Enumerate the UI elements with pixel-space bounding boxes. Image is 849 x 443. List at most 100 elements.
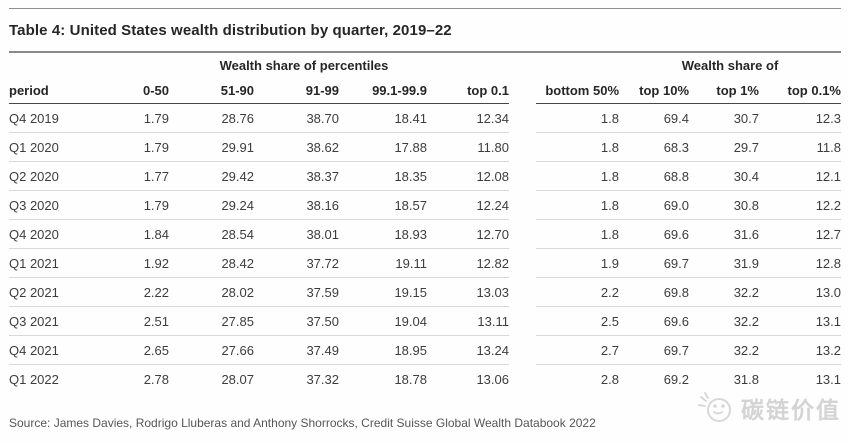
column-header-91-99: 91-99 (254, 77, 339, 104)
table-row: Q3 2020 1.79 29.24 38.16 18.57 12.24 1.8 69.0 30… (9, 190, 841, 220)
value-cell: 37.49 (254, 335, 339, 365)
value-cell: 1.79 (99, 132, 169, 162)
table-title: Table 4: United States wealth distributi… (9, 22, 452, 39)
column-gap (509, 220, 536, 249)
value-cell: 27.66 (169, 335, 254, 365)
value-cell: 11.8 (759, 132, 841, 162)
source-note: Source: James Davies, Rodrigo Lluberas a… (9, 416, 596, 430)
value-cell: 13.1 (815, 371, 841, 387)
value-cell: 28.02 (169, 277, 254, 307)
value-cell: 31.8 (733, 371, 759, 387)
value-cell: 12.1 (759, 161, 841, 191)
value-cell: 69.4 (619, 103, 689, 133)
value-cell: 2.78 (143, 371, 169, 387)
value-cell: 28.07 (221, 371, 254, 387)
value-cell: 38.16 (254, 190, 339, 220)
value-cell: 17.88 (339, 132, 427, 162)
value-cell: 69.7 (619, 335, 689, 365)
column-gap (509, 278, 536, 307)
value-cell: 68.8 (619, 161, 689, 191)
value-cell: 18.41 (339, 103, 427, 133)
column-header-51-90: 51-90 (169, 77, 254, 104)
column-gap (509, 191, 536, 220)
value-cell: 12.24 (427, 190, 509, 220)
column-header-period: period (9, 77, 99, 104)
watermark: 碳链价值 (697, 391, 841, 425)
value-cell: 13.2 (759, 335, 841, 365)
value-cell: 27.85 (169, 306, 254, 336)
value-cell: 28.76 (169, 103, 254, 133)
value-cell: 1.79 (99, 103, 169, 133)
value-cell: 29.24 (169, 190, 254, 220)
column-gap (509, 336, 536, 365)
value-cell: 28.54 (169, 219, 254, 249)
value-cell: 18.95 (339, 335, 427, 365)
value-cell: 18.57 (339, 190, 427, 220)
value-cell: 32.2 (689, 306, 759, 336)
period-cell: Q3 2020 (9, 190, 99, 220)
period-cell: Q1 2022 (9, 371, 59, 387)
table-row: Q2 2020 1.77 29.42 38.37 18.35 12.08 1.8 68.8 30… (9, 161, 841, 191)
table-row: Q4 2020 1.84 28.54 38.01 18.93 12.70 1.8 69.6 31… (9, 219, 841, 249)
column-gap (509, 365, 536, 394)
value-cell: 12.2 (759, 190, 841, 220)
value-cell: 1.8 (536, 219, 619, 249)
value-cell: 19.11 (339, 248, 427, 278)
value-cell: 69.0 (619, 190, 689, 220)
value-cell: 37.32 (306, 371, 339, 387)
value-cell: 38.70 (254, 103, 339, 133)
column-gap (509, 104, 536, 133)
column-header-99-1-99-9: 99.1-99.9 (339, 77, 427, 104)
right-group-header: Wealth share of (681, 57, 779, 73)
value-cell: 29.7 (689, 132, 759, 162)
value-cell: 13.24 (427, 335, 509, 365)
value-cell: 31.6 (689, 219, 759, 249)
value-cell: 2.22 (99, 277, 169, 307)
value-cell: 19.04 (339, 306, 427, 336)
value-cell: 1.8 (536, 132, 619, 162)
value-cell: 38.37 (254, 161, 339, 191)
value-cell: 18.78 (394, 371, 427, 387)
table-row: Q1 2022 2.78 28.07 37.32 18.78 13.06 2.8 69.2 31… (9, 365, 841, 394)
group-header-empty (9, 53, 99, 77)
value-cell: 1.84 (99, 219, 169, 249)
period-cell: Q3 2021 (9, 306, 99, 336)
column-gap (509, 307, 536, 336)
value-cell: 12.3 (759, 103, 841, 133)
value-cell: 1.8 (536, 161, 619, 191)
period-cell: Q1 2020 (9, 132, 99, 162)
value-cell: 2.8 (600, 371, 619, 387)
value-cell: 37.72 (254, 248, 339, 278)
period-cell: Q1 2021 (9, 248, 99, 278)
value-cell: 2.2 (536, 277, 619, 307)
title-rule (9, 51, 841, 53)
value-cell: 2.7 (536, 335, 619, 365)
value-cell: 11.80 (427, 132, 509, 162)
value-cell: 38.01 (254, 219, 339, 249)
value-cell: 1.92 (99, 248, 169, 278)
value-cell: 2.5 (536, 306, 619, 336)
value-cell: 30.4 (689, 161, 759, 191)
left-group-header: Wealth share of percentiles (219, 57, 389, 73)
value-cell: 37.50 (254, 306, 339, 336)
value-cell: 19.15 (339, 277, 427, 307)
column-gap (509, 133, 536, 162)
column-header-top-10pct: top 10% (619, 77, 689, 104)
value-cell: 13.03 (427, 277, 509, 307)
value-cell: 12.7 (759, 219, 841, 249)
period-cell: Q4 2021 (9, 335, 99, 365)
value-cell: 2.51 (99, 306, 169, 336)
value-cell: 30.8 (689, 190, 759, 220)
value-cell: 18.35 (339, 161, 427, 191)
value-cell: 13.06 (476, 371, 509, 387)
table-body: Q4 2019 1.79 28.76 38.70 18.41 12.34 1.8 69.4 30… (9, 103, 841, 394)
column-header-top-0-1: top 0.1 (427, 77, 509, 104)
value-cell: 1.8 (536, 103, 619, 133)
value-cell: 18.93 (339, 219, 427, 249)
value-cell: 69.8 (619, 277, 689, 307)
value-cell: 31.9 (689, 248, 759, 278)
table-row: Q4 2019 1.79 28.76 38.70 18.41 12.34 1.8 69.4 30… (9, 103, 841, 133)
value-cell: 32.2 (689, 277, 759, 307)
doodle-megaphone-icon (698, 392, 731, 422)
watermark-text: 碳链价值 (741, 397, 841, 423)
